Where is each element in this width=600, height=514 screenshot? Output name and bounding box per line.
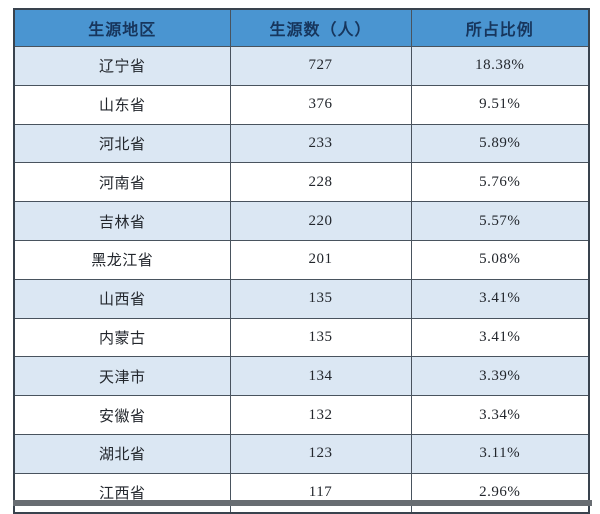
region-cell: 河北省 bbox=[13, 123, 231, 164]
table-header: 生源地区 生源数（人） 所占比例 bbox=[13, 8, 590, 47]
percent-cell: 5.08% bbox=[410, 239, 590, 280]
count-cell: 135 bbox=[229, 317, 412, 358]
column-header-region: 生源地区 bbox=[13, 8, 231, 47]
table-row: 山东省 376 9.51% bbox=[13, 84, 590, 125]
percent-cell: 5.76% bbox=[410, 162, 590, 203]
table-row: 辽宁省 727 18.38% bbox=[13, 46, 590, 86]
region-cell: 山东省 bbox=[13, 84, 231, 125]
percent-cell: 3.41% bbox=[410, 278, 590, 319]
header-row: 生源地区 生源数（人） 所占比例 bbox=[13, 8, 590, 47]
count-cell: 123 bbox=[229, 433, 412, 474]
count-cell: 233 bbox=[229, 123, 412, 164]
count-cell: 727 bbox=[229, 46, 412, 86]
region-cell: 黑龙江省 bbox=[13, 239, 231, 280]
count-cell: 376 bbox=[229, 84, 412, 125]
table-body: 辽宁省 727 18.38% 山东省 376 9.51% 河北省 233 5.89% 河南省 228… bbox=[13, 46, 590, 514]
table-row: 安徽省 132 3.34% bbox=[13, 395, 590, 435]
count-cell: 132 bbox=[229, 395, 412, 435]
table-row: 内蒙古 135 3.41% bbox=[13, 317, 590, 358]
table-row: 湖北省 123 3.11% bbox=[13, 433, 590, 474]
table-row: 吉林省 220 5.57% bbox=[13, 201, 590, 241]
region-cell: 湖北省 bbox=[13, 433, 231, 474]
column-header-count: 生源数（人） bbox=[229, 8, 412, 47]
region-cell: 江西省 bbox=[13, 472, 231, 514]
column-header-percent: 所占比例 bbox=[410, 8, 590, 47]
region-cell: 吉林省 bbox=[13, 201, 231, 241]
percent-cell: 5.89% bbox=[410, 123, 590, 164]
percent-cell: 18.38% bbox=[410, 46, 590, 86]
table-row: 河北省 233 5.89% bbox=[13, 123, 590, 164]
region-cell: 天津市 bbox=[13, 356, 231, 397]
table-row: 黑龙江省 201 5.08% bbox=[13, 239, 590, 280]
percent-cell: 5.57% bbox=[410, 201, 590, 241]
count-cell: 228 bbox=[229, 162, 412, 203]
student-source-table-container: 生源地区 生源数（人） 所占比例 辽宁省 727 18.38% 山东省 376 9.51%… bbox=[13, 8, 590, 514]
cropped-next-row-edge bbox=[13, 500, 592, 506]
table-row: 天津市 134 3.39% bbox=[13, 356, 590, 397]
student-source-table: 生源地区 生源数（人） 所占比例 辽宁省 727 18.38% 山东省 376 9.51%… bbox=[13, 8, 590, 514]
region-cell: 辽宁省 bbox=[13, 46, 231, 86]
percent-cell: 3.41% bbox=[410, 317, 590, 358]
percent-cell: 9.51% bbox=[410, 84, 590, 125]
percent-cell: 2.96% bbox=[410, 472, 590, 514]
region-cell: 山西省 bbox=[13, 278, 231, 319]
region-cell: 内蒙古 bbox=[13, 317, 231, 358]
count-cell: 135 bbox=[229, 278, 412, 319]
count-cell: 220 bbox=[229, 201, 412, 241]
region-cell: 安徽省 bbox=[13, 395, 231, 435]
count-cell: 201 bbox=[229, 239, 412, 280]
table-row: 江西省 117 2.96% bbox=[13, 472, 590, 514]
percent-cell: 3.11% bbox=[410, 433, 590, 474]
percent-cell: 3.34% bbox=[410, 395, 590, 435]
count-cell: 134 bbox=[229, 356, 412, 397]
table-row: 山西省 135 3.41% bbox=[13, 278, 590, 319]
count-cell: 117 bbox=[229, 472, 412, 514]
region-cell: 河南省 bbox=[13, 162, 231, 203]
percent-cell: 3.39% bbox=[410, 356, 590, 397]
table-row: 河南省 228 5.76% bbox=[13, 162, 590, 203]
